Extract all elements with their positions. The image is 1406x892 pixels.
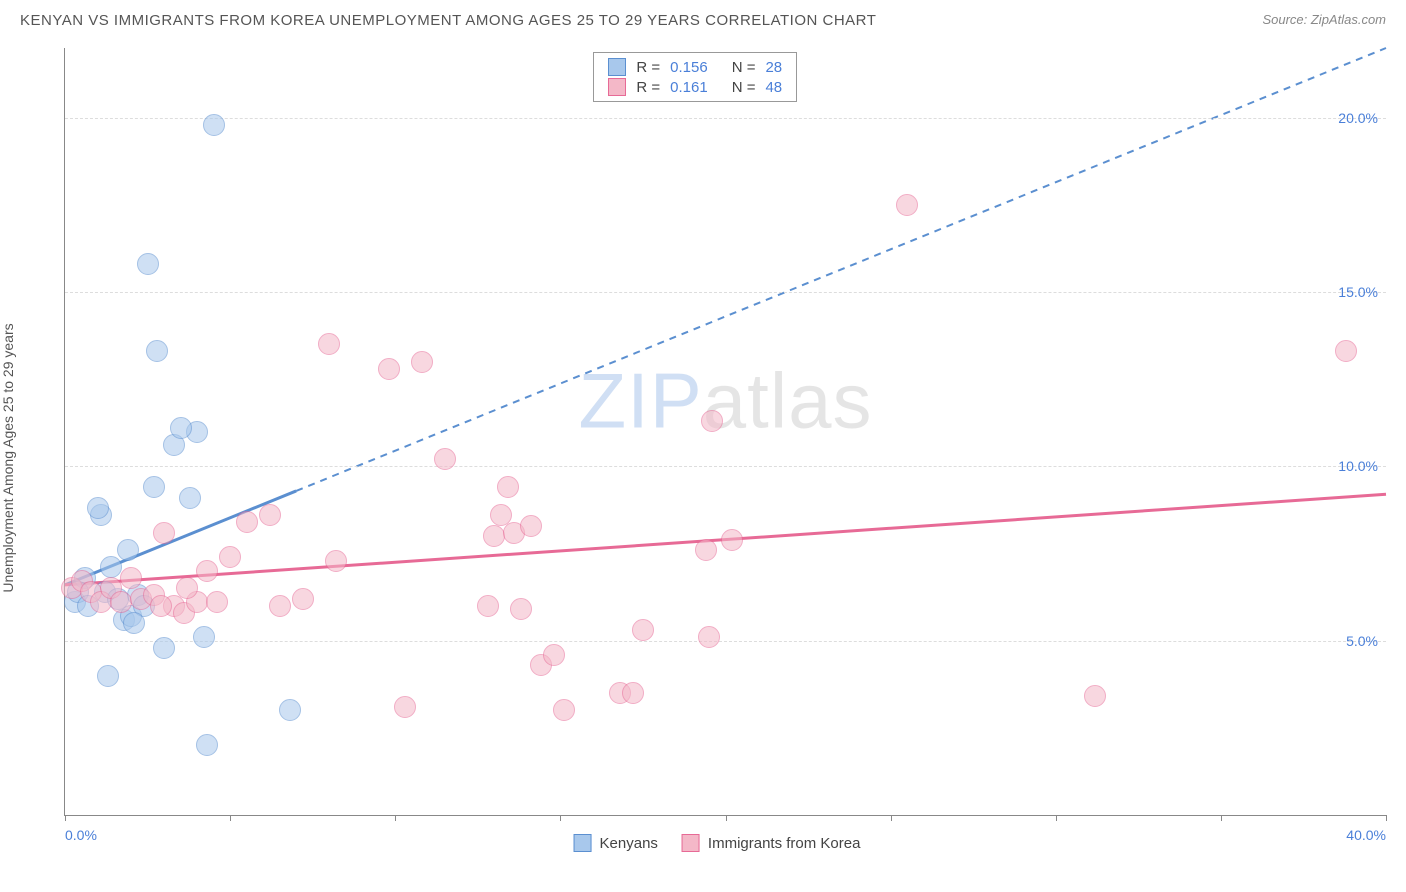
scatter-point [146, 340, 168, 362]
scatter-point [318, 333, 340, 355]
x-tick [1386, 815, 1387, 821]
y-tick-label: 20.0% [1338, 110, 1378, 126]
stats-row: R = 0.161 N = 48 [608, 77, 782, 97]
x-tick [230, 815, 231, 821]
stats-n-value: 48 [765, 79, 782, 96]
gridline [65, 118, 1386, 119]
scatter-point [325, 550, 347, 572]
y-tick-label: 5.0% [1346, 633, 1378, 649]
x-tick [891, 815, 892, 821]
scatter-point [117, 539, 139, 561]
watermark: ZIPatlas [578, 355, 872, 446]
stats-r-label: R = [636, 59, 660, 76]
watermark-zip: ZIP [578, 356, 702, 444]
scatter-point [698, 626, 720, 648]
scatter-point [150, 595, 172, 617]
stats-r-value: 0.161 [670, 79, 708, 96]
scatter-point [196, 734, 218, 756]
scatter-point [193, 626, 215, 648]
scatter-point [179, 487, 201, 509]
legend-swatch [608, 58, 626, 76]
scatter-point [896, 194, 918, 216]
legend-swatch [608, 78, 626, 96]
scatter-point [632, 619, 654, 641]
stats-n-label: N = [732, 79, 756, 96]
scatter-point [97, 665, 119, 687]
scatter-point [1084, 685, 1106, 707]
x-tick [726, 815, 727, 821]
scatter-point [292, 588, 314, 610]
scatter-point [394, 696, 416, 718]
scatter-point [622, 682, 644, 704]
stats-n-label: N = [732, 59, 756, 76]
trend-lines [65, 48, 1386, 815]
scatter-point [721, 529, 743, 551]
x-tick [65, 815, 66, 821]
gridline [65, 641, 1386, 642]
scatter-point [203, 114, 225, 136]
scatter-point [477, 595, 499, 617]
legend-label: Kenyans [600, 835, 658, 852]
x-tick [1056, 815, 1057, 821]
y-tick-label: 15.0% [1338, 284, 1378, 300]
x-tick-label: 40.0% [1346, 827, 1386, 843]
x-tick-label: 0.0% [65, 827, 97, 843]
plot-area: ZIPatlas R = 0.156 N = 28 R = 0.161 N = 48 5.0%… [64, 48, 1386, 816]
scatter-point [434, 448, 456, 470]
scatter-point [497, 476, 519, 498]
scatter-point [259, 504, 281, 526]
gridline [65, 292, 1386, 293]
x-tick [1221, 815, 1222, 821]
scatter-point [206, 591, 228, 613]
trend-line-dashed [296, 48, 1386, 491]
scatter-point [110, 591, 132, 613]
scatter-point [153, 637, 175, 659]
scatter-point [695, 539, 717, 561]
scatter-point [483, 525, 505, 547]
stats-box: R = 0.156 N = 28 R = 0.161 N = 48 [593, 52, 797, 102]
scatter-point [123, 612, 145, 634]
x-tick [560, 815, 561, 821]
scatter-point [196, 560, 218, 582]
scatter-point [120, 567, 142, 589]
watermark-atlas: atlas [703, 356, 873, 444]
stats-r-value: 0.156 [670, 59, 708, 76]
scatter-point [1335, 340, 1357, 362]
stats-n-value: 28 [765, 59, 782, 76]
scatter-point [170, 417, 192, 439]
y-axis-label: Unemployment Among Ages 25 to 29 years [0, 323, 16, 592]
scatter-point [279, 699, 301, 721]
scatter-point [219, 546, 241, 568]
scatter-point [269, 595, 291, 617]
bottom-legend: Kenyans Immigrants from Korea [574, 834, 861, 852]
legend-item: Kenyans [574, 834, 658, 852]
scatter-point [143, 476, 165, 498]
source-label: Source: ZipAtlas.com [1262, 12, 1386, 27]
scatter-point [176, 577, 198, 599]
scatter-point [520, 515, 542, 537]
legend-swatch [682, 834, 700, 852]
scatter-point [378, 358, 400, 380]
x-tick [395, 815, 396, 821]
chart-container: Unemployment Among Ages 25 to 29 years Z… [48, 48, 1386, 852]
scatter-point [553, 699, 575, 721]
title-bar: KENYAN VS IMMIGRANTS FROM KOREA UNEMPLOY… [0, 0, 1406, 37]
scatter-point [100, 556, 122, 578]
scatter-point [153, 522, 175, 544]
stats-r-label: R = [636, 79, 660, 96]
scatter-point [543, 644, 565, 666]
scatter-point [87, 497, 109, 519]
legend-label: Immigrants from Korea [708, 835, 861, 852]
scatter-point [701, 410, 723, 432]
legend-swatch [574, 834, 592, 852]
scatter-point [411, 351, 433, 373]
stats-row: R = 0.156 N = 28 [608, 57, 782, 77]
gridline [65, 466, 1386, 467]
scatter-point [510, 598, 532, 620]
legend-item: Immigrants from Korea [682, 834, 861, 852]
scatter-point [236, 511, 258, 533]
chart-title: KENYAN VS IMMIGRANTS FROM KOREA UNEMPLOY… [20, 12, 876, 29]
y-tick-label: 10.0% [1338, 458, 1378, 474]
scatter-point [137, 253, 159, 275]
